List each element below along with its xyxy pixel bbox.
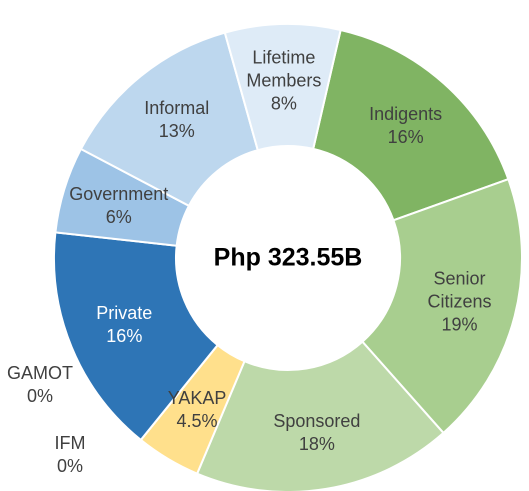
value-label: 4.5% xyxy=(176,410,218,431)
slice-label: IFM 0% xyxy=(55,432,86,478)
value-label: 0% xyxy=(26,386,53,406)
category-label: Government xyxy=(69,184,169,205)
slice-label: Sponsored 18% xyxy=(273,410,360,456)
value-label: 13% xyxy=(158,121,195,142)
donut-slice xyxy=(195,340,445,491)
value-label: 0% xyxy=(56,456,83,476)
category-label: Private xyxy=(96,303,153,324)
donut-slice xyxy=(53,231,219,442)
slice-label: YAKAP 4.5% xyxy=(168,387,227,433)
center-label: Php 323.55B xyxy=(213,243,363,272)
value-label: 6% xyxy=(105,207,132,228)
category-label: Senior Citizens xyxy=(427,268,492,312)
category-label: YAKAP xyxy=(167,387,227,408)
donut-slice xyxy=(311,28,510,222)
category-label: Indigents xyxy=(369,103,443,124)
slice-label: Government 6% xyxy=(69,183,168,229)
slice-label: Lifetime Members 8% xyxy=(228,47,340,116)
value-label: 16% xyxy=(387,126,424,147)
value-label: 16% xyxy=(106,326,143,347)
value-label: 19% xyxy=(441,314,478,335)
value-label: 8% xyxy=(270,93,297,114)
category-label: Sponsored xyxy=(273,410,361,431)
value-label: 18% xyxy=(298,433,335,454)
slice-label: Senior Citizens 19% xyxy=(403,267,515,336)
slice-label: GAMOT 0% xyxy=(7,362,73,408)
slice-label: Private 16% xyxy=(96,302,152,348)
category-label: GAMOT xyxy=(7,363,73,383)
category-label: Informal xyxy=(144,98,210,119)
category-label: IFM xyxy=(54,433,86,453)
slice-label: Informal 13% xyxy=(144,97,209,143)
slice-label: Indigents 16% xyxy=(369,103,442,149)
donut-slice xyxy=(360,177,523,435)
donut-slice xyxy=(223,23,342,152)
category-label: Lifetime Members xyxy=(246,47,322,91)
